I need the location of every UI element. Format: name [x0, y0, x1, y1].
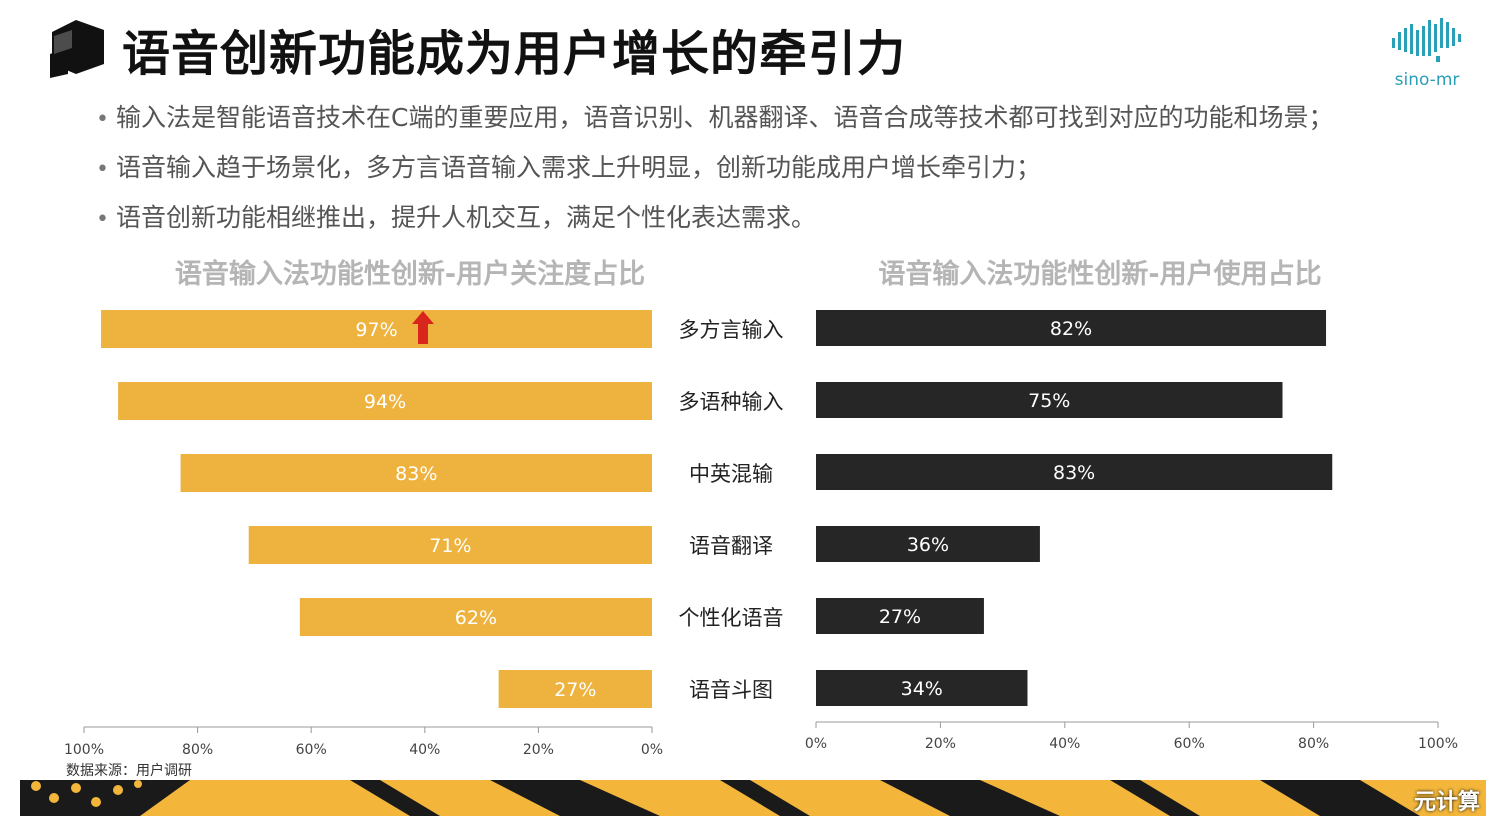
usage-bar	[816, 598, 984, 634]
bullet-item: • 语音输入趋于场景化，多方言语音输入需求上升明显，创新功能成用户增长牵引力；	[96, 153, 1042, 182]
usage-chart-title: 语音输入法功能性创新-用户使用占比	[878, 259, 1322, 290]
cube-icon	[50, 20, 104, 78]
usage-bar	[816, 454, 1333, 490]
category-label: 语音翻译	[689, 534, 773, 558]
usage-bar-label: 36%	[907, 534, 949, 556]
bullet-text: 输入法是智能语音技术在C端的重要应用，语音识别、机器翻译、语音合成等技术都可找到…	[116, 103, 1334, 132]
usage-x-tick-label: 0%	[805, 736, 827, 752]
attention-bar-label: 94%	[364, 391, 406, 413]
bullet-text: 语音输入趋于场景化，多方言语音输入需求上升明显，创新功能成用户增长牵引力；	[116, 153, 1042, 182]
category-label: 多语种输入	[679, 390, 784, 414]
category-label: 个性化语音	[679, 606, 784, 630]
bullet-text: 语音创新功能相继推出，提升人机交互，满足个性化表达需求。	[116, 203, 817, 232]
attention-bar	[180, 454, 652, 492]
attention-x-tick-label: 20%	[523, 742, 554, 758]
usage-bar-label: 75%	[1028, 390, 1070, 412]
bullet-list: • 输入法是智能语音技术在C端的重要应用，语音识别、机器翻译、语音合成等技术都可找…	[96, 96, 1466, 246]
attention-bar	[118, 382, 652, 420]
footer-band	[20, 780, 1486, 816]
attention-bar-label: 62%	[455, 607, 497, 629]
attention-bar	[299, 598, 652, 636]
category-label: 语音斗图	[689, 678, 773, 702]
data-source: 数据来源：用户调研	[66, 763, 192, 779]
attention-x-tick-label: 100%	[64, 742, 104, 758]
usage-x-tick-label: 80%	[1298, 736, 1329, 752]
attention-bar-label: 71%	[429, 535, 471, 557]
usage-bar	[816, 382, 1283, 418]
bullet-item: • 输入法是智能语音技术在C端的重要应用，语音识别、机器翻译、语音合成等技术都可找…	[96, 103, 1334, 132]
usage-bar	[816, 670, 1028, 706]
usage-bar-label: 83%	[1053, 462, 1095, 484]
logo-text: sino-mr	[1394, 70, 1460, 90]
attention-x-tick-label: 0%	[641, 742, 663, 758]
attention-bar	[248, 526, 652, 564]
usage-x-tick-label: 20%	[925, 736, 956, 752]
attention-x-tick-label: 60%	[296, 742, 327, 758]
attention-bar-label: 27%	[554, 679, 596, 701]
usage-bar-label: 82%	[1050, 318, 1092, 340]
attention-bar-label: 97%	[355, 319, 397, 341]
category-label: 中英混输	[689, 462, 773, 486]
usage-x-tick-label: 100%	[1418, 736, 1458, 752]
brand-logo: sino-mr	[1388, 12, 1466, 92]
usage-x-tick-label: 60%	[1174, 736, 1205, 752]
usage-bar	[816, 310, 1327, 346]
attention-x-tick-label: 40%	[409, 742, 440, 758]
attention-bar	[101, 310, 653, 348]
usage-x-tick-label: 40%	[1049, 736, 1080, 752]
category-label: 多方言输入	[679, 318, 784, 342]
up-arrow-icon	[412, 311, 434, 344]
bullet-item: • 语音创新功能相继推出，提升人机交互，满足个性化表达需求。	[96, 203, 817, 232]
china-map-icon	[1392, 18, 1461, 62]
page-title: 语音创新功能成为用户增长的牵引力	[122, 26, 907, 82]
watermark: 元计算	[1414, 790, 1481, 815]
attention-x-tick-label: 80%	[182, 742, 213, 758]
usage-bar	[816, 526, 1040, 562]
usage-bar-label: 34%	[901, 678, 943, 700]
usage-bar-label: 27%	[879, 606, 921, 628]
attention-bar	[498, 670, 652, 708]
attention-bar-label: 83%	[395, 463, 437, 485]
attention-chart-title: 语音输入法功能性创新-用户关注度占比	[174, 259, 646, 290]
